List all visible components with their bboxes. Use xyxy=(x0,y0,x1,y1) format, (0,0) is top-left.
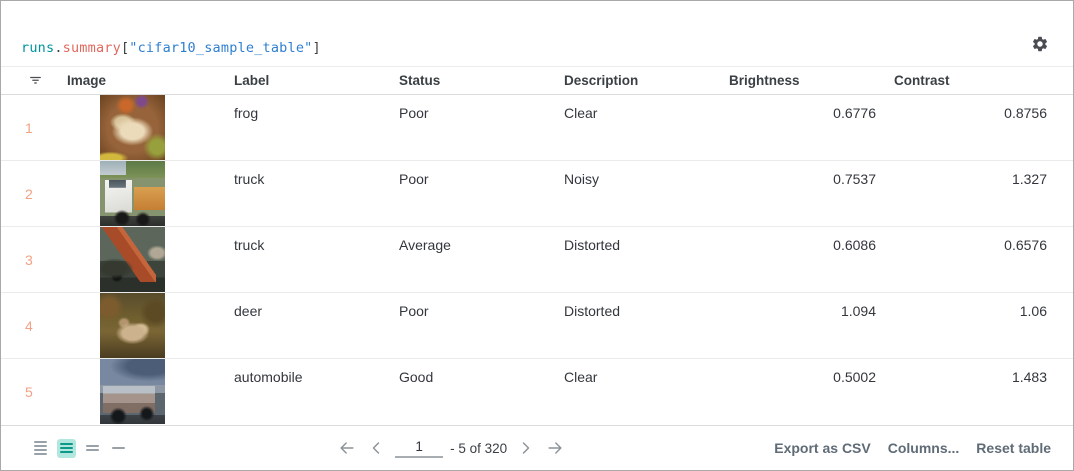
page-range-text: - 5 of 320 xyxy=(450,440,508,456)
filter-icon[interactable] xyxy=(1,73,57,88)
column-header-contrast[interactable]: Contrast xyxy=(894,73,950,88)
contrast-cell: 0.8756 xyxy=(1004,105,1047,121)
truck-image[interactable] xyxy=(100,227,165,292)
table-row[interactable]: 1 frog Poor Clear 0.6776 0.8756 xyxy=(1,95,1073,161)
columns-button[interactable]: Columns... xyxy=(887,440,960,456)
reset-table-button[interactable]: Reset table xyxy=(976,440,1051,456)
row-index: 3 xyxy=(25,251,33,268)
description-cell: Clear xyxy=(564,105,598,121)
page-number-input[interactable] xyxy=(395,438,444,458)
code-token: [ xyxy=(120,40,130,56)
description-cell: Distorted xyxy=(564,303,621,319)
image-cell[interactable] xyxy=(57,293,224,358)
row-height-small-button[interactable] xyxy=(31,439,50,458)
column-header-brightness[interactable]: Brightness xyxy=(729,73,800,88)
label-cell: truck xyxy=(234,171,265,187)
previous-page-icon[interactable] xyxy=(366,438,386,458)
column-header-status[interactable]: Status xyxy=(399,73,441,88)
table-footer: - 5 of 320 Export as CSV Columns... Rese… xyxy=(1,425,1073,470)
settings-gear-icon[interactable] xyxy=(1031,35,1051,55)
column-header-description[interactable]: Description xyxy=(564,73,639,88)
row-height-medium-button[interactable] xyxy=(57,438,76,458)
contrast-cell: 1.06 xyxy=(1019,303,1047,319)
next-page-icon[interactable] xyxy=(516,438,536,458)
brightness-cell: 0.6086 xyxy=(833,237,876,253)
panel-title-code: runs.summary["cifar10_sample_table"] xyxy=(21,40,321,56)
column-header-image[interactable]: Image xyxy=(67,73,107,88)
row-height-controls xyxy=(31,438,128,458)
image-cell[interactable] xyxy=(57,161,224,226)
row-height-xlarge-button[interactable] xyxy=(109,439,128,458)
first-page-icon[interactable] xyxy=(337,438,357,458)
contrast-cell: 0.6576 xyxy=(1004,237,1047,253)
table-body: 1 frog Poor Clear 0.6776 0.8756 2 truck … xyxy=(1,95,1073,425)
row-index: 5 xyxy=(25,384,33,400)
deer-image[interactable] xyxy=(100,293,165,358)
brightness-cell: 0.7537 xyxy=(833,171,876,187)
code-token: runs xyxy=(21,40,55,56)
truck-image[interactable] xyxy=(100,161,165,226)
contrast-cell: 1.483 xyxy=(1011,369,1047,385)
label-cell: frog xyxy=(234,105,259,121)
image-cell[interactable] xyxy=(57,227,224,292)
status-cell: Average xyxy=(399,237,451,253)
description-cell: Clear xyxy=(564,369,598,385)
description-cell: Noisy xyxy=(564,171,600,187)
column-header-label[interactable]: Label xyxy=(234,73,270,88)
row-index: 1 xyxy=(25,119,33,136)
panel-titlebar: runs.summary["cifar10_sample_table"] xyxy=(1,1,1073,67)
last-page-icon[interactable] xyxy=(545,438,565,458)
brightness-cell: 0.6776 xyxy=(833,105,876,121)
export-csv-button[interactable]: Export as CSV xyxy=(774,440,871,456)
status-cell: Poor xyxy=(399,171,429,187)
brightness-cell: 1.094 xyxy=(840,303,876,319)
label-cell: automobile xyxy=(234,369,303,385)
label-cell: truck xyxy=(234,237,265,253)
table-row[interactable]: 5 automobile Good Clear 0.5002 1.483 xyxy=(1,359,1073,425)
code-token: . xyxy=(54,40,63,56)
label-cell: deer xyxy=(234,303,263,319)
row-index: 4 xyxy=(25,317,33,334)
code-token: "cifar10_sample_table" xyxy=(129,40,313,56)
code-token: summary xyxy=(62,40,121,56)
automobile-image[interactable] xyxy=(100,359,165,424)
brightness-cell: 0.5002 xyxy=(833,369,876,385)
row-index: 2 xyxy=(25,185,33,202)
table-row[interactable]: 3 truck Average Distorted 0.6086 0.6576 xyxy=(1,227,1073,293)
pagination: - 5 of 320 xyxy=(128,438,774,458)
contrast-cell: 1.327 xyxy=(1011,171,1047,187)
status-cell: Poor xyxy=(399,303,429,319)
image-cell[interactable] xyxy=(57,359,224,425)
table-header-row: Image Label Status Description Brightnes… xyxy=(1,67,1073,95)
status-cell: Good xyxy=(399,369,434,385)
frog-image[interactable] xyxy=(100,95,165,160)
table-actions: Export as CSV Columns... Reset table xyxy=(774,440,1051,456)
status-cell: Poor xyxy=(399,105,429,121)
description-cell: Distorted xyxy=(564,237,621,253)
image-cell[interactable] xyxy=(57,95,224,160)
code-token: ] xyxy=(312,40,321,56)
table-row[interactable]: 4 deer Poor Distorted 1.094 1.06 xyxy=(1,293,1073,359)
row-height-large-button[interactable] xyxy=(83,439,102,458)
table-row[interactable]: 2 truck Poor Noisy 0.7537 1.327 xyxy=(1,161,1073,227)
